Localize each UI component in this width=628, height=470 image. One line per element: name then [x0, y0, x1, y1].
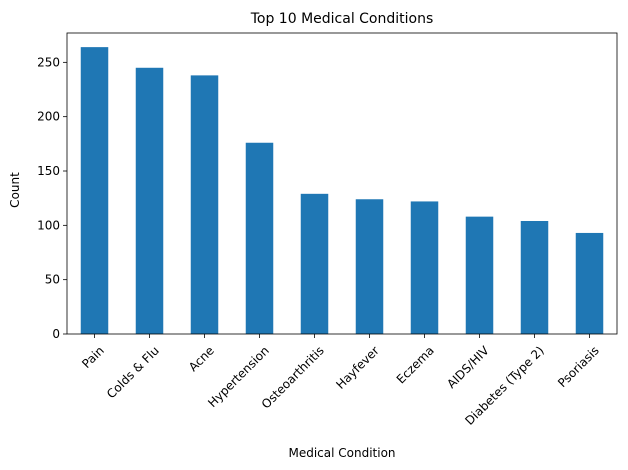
bar-3 — [245, 142, 274, 334]
chart-title: Top 10 Medical Conditions — [250, 11, 434, 27]
bar-9 — [575, 232, 604, 334]
bar-6 — [410, 201, 439, 334]
y-tick-label: 200 — [37, 110, 60, 124]
x-axis-label: Medical Condition — [288, 446, 395, 460]
y-axis-ticks: 0 50 100 150 200 250 — [37, 55, 67, 341]
y-tick-label: 100 — [37, 218, 60, 232]
y-tick-label: 0 — [52, 327, 60, 341]
bar-0 — [80, 47, 109, 335]
bar-8 — [520, 220, 549, 334]
bars-group — [80, 47, 604, 335]
bar-1 — [135, 67, 164, 335]
y-tick-label: 250 — [37, 55, 60, 69]
bar-7 — [465, 216, 494, 334]
plot-frame — [66, 32, 618, 335]
y-axis-label: Count — [8, 172, 22, 208]
y-tick-label: 50 — [45, 273, 60, 287]
bar-4 — [300, 193, 329, 334]
y-tick-label: 150 — [37, 164, 60, 178]
bar-2 — [190, 75, 219, 334]
bar-5 — [355, 199, 384, 334]
